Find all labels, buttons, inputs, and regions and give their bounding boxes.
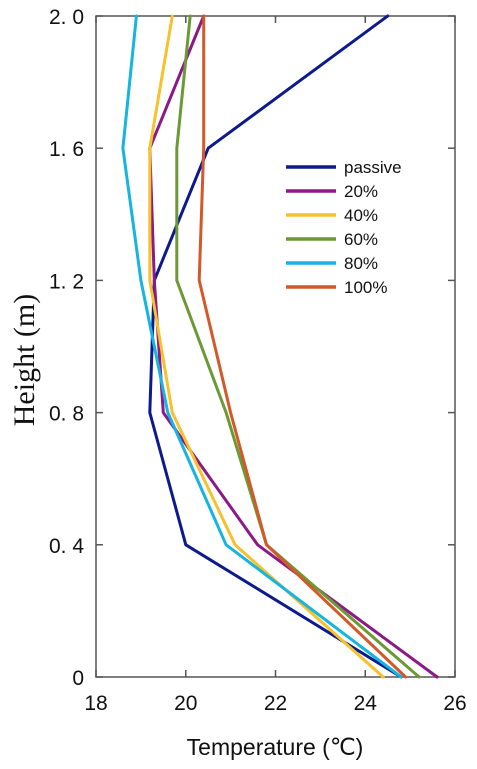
plot-frame — [95, 15, 456, 678]
y-tick-label: 2. 0 — [49, 6, 84, 29]
y-tick-label: 1. 2 — [49, 270, 84, 293]
legend-label: 40% — [344, 206, 378, 225]
x-axis: 18 20 22 24 26 — [84, 16, 467, 715]
y-tick-label: 1. 6 — [49, 138, 84, 161]
legend-label: 20% — [344, 182, 378, 201]
x-tick-label: 26 — [443, 692, 466, 715]
series-line-passive — [148, 14, 403, 679]
y-axis-label: Height (m) — [8, 294, 41, 426]
series-lines — [121, 14, 439, 679]
legend-label: 80% — [344, 254, 378, 273]
x-axis-label: Temperature (℃) — [187, 734, 364, 760]
legend-label: 60% — [344, 230, 378, 249]
legend-label: 100% — [344, 278, 387, 297]
legend-label: passive — [344, 158, 402, 177]
x-tick-label: 18 — [84, 692, 107, 715]
series-line-20pct — [148, 14, 439, 679]
series-line-40pct — [148, 14, 385, 679]
x-tick-label: 20 — [174, 692, 197, 715]
y-tick-label: 0. 4 — [49, 535, 84, 558]
series-line-100pct — [197, 14, 408, 679]
legend: passive 20% 40% 60% 80% 100% — [286, 158, 402, 297]
x-tick-label: 22 — [264, 692, 287, 715]
y-tick-label: 0. 8 — [49, 403, 84, 426]
series-line-60pct — [175, 14, 421, 679]
y-axis: 0 0. 4 0. 8 1. 2 1. 6 2. 0 — [49, 6, 455, 690]
x-tick-label: 24 — [354, 692, 378, 715]
y-tick-label: 0 — [72, 667, 84, 690]
series-line-80pct — [121, 14, 403, 679]
